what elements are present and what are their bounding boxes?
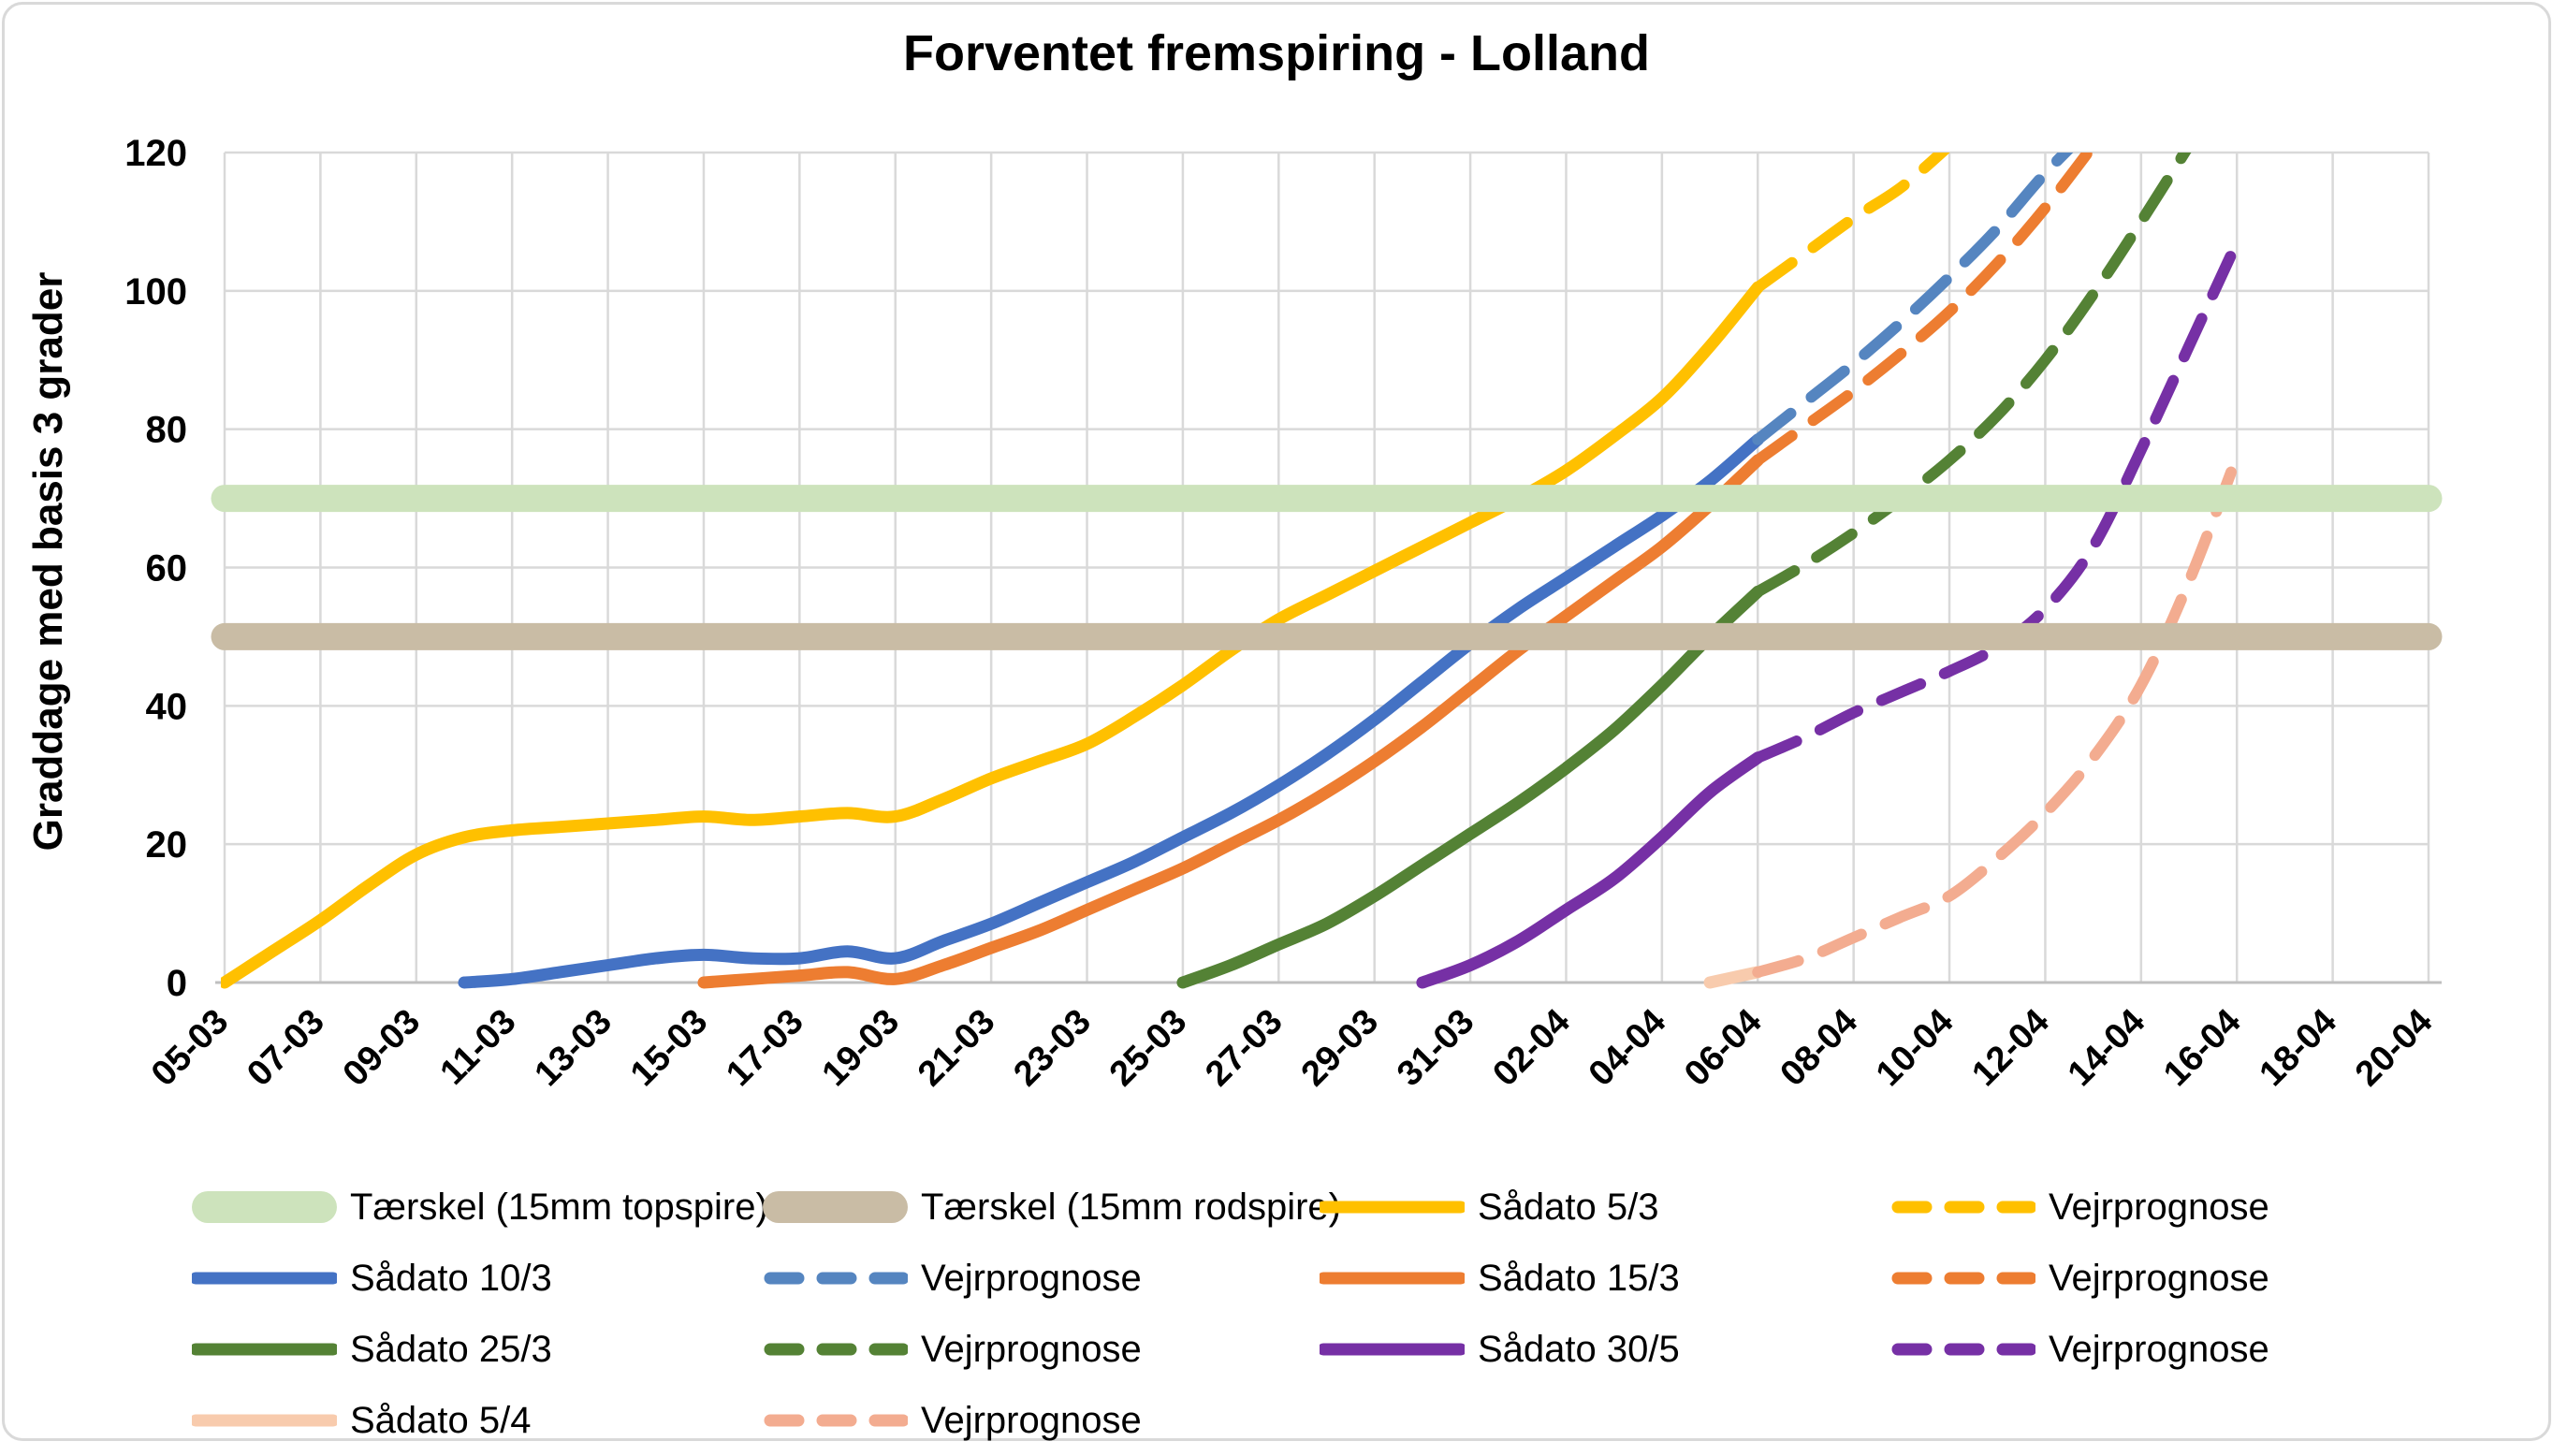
legend-swatch-dashed <box>764 1414 908 1427</box>
legend-item-s-dato-5-4-12: Sådato 5/4 <box>192 1400 763 1442</box>
x-tick-label: 09-03 <box>336 1002 428 1094</box>
legend-swatch-dashed <box>1891 1201 2035 1214</box>
legend-item-vejrprognose-3: Vejrprognose <box>1890 1187 2269 1229</box>
x-tick-label: 04-04 <box>1582 1002 1673 1094</box>
y-tick-labels: 0 20 40 60 80 100 120 <box>124 133 187 1004</box>
legend-label: Sådato 5/3 <box>1478 1186 1659 1228</box>
legend-swatch-band <box>763 1191 908 1223</box>
x-tick-label: 06-04 <box>1677 1002 1769 1094</box>
series-forecast-5-vejrprognose <box>1752 153 2074 445</box>
legend-label: Vejrprognose <box>2049 1257 2269 1299</box>
y-tick-label: 0 <box>167 963 187 1004</box>
legend-label: Sådato 10/3 <box>350 1257 552 1299</box>
legend-swatch-dashed <box>764 1272 908 1285</box>
x-tick-label: 02-04 <box>1485 1002 1577 1094</box>
legend-item-t-rskel-15mm-rodspire-1: Tærskel (15mm rodspire) <box>763 1187 1341 1229</box>
legend-label: Sådato 30/5 <box>1478 1328 1680 1370</box>
legend-swatch-solid <box>192 1343 337 1356</box>
series-forecast-7-vejrprognose <box>1752 153 2095 466</box>
legend-label: Vejrprognose <box>921 1328 1142 1370</box>
legend-swatch-band <box>192 1191 337 1223</box>
x-tick-label: 25-03 <box>1102 1002 1194 1094</box>
legend-label: Vejrprognose <box>921 1399 1142 1441</box>
series-group <box>221 153 2243 989</box>
x-tick-label: 17-03 <box>719 1002 810 1094</box>
series-forecast-13-vejrprognose <box>1752 451 2243 978</box>
series-line-12-s-dato-5-4 <box>1703 966 1764 989</box>
legend-label: Tærskel (15mm rodspire) <box>921 1186 1341 1228</box>
legend-item-s-dato-10-3-4: Sådato 10/3 <box>192 1258 763 1300</box>
legend-item-s-dato-5-3-2: Sådato 5/3 <box>1320 1187 1890 1229</box>
legend-label: Sådato 15/3 <box>1478 1257 1680 1299</box>
x-tick-label: 11-03 <box>433 1002 524 1093</box>
legend-item-vejrprognose-11: Vejrprognose <box>1890 1329 2269 1371</box>
chart-title: Forventet fremspiring - Lolland <box>902 25 1651 81</box>
x-tick-label: 23-03 <box>1006 1002 1098 1094</box>
legend-item-vejrprognose-13: Vejrprognose <box>763 1400 1320 1442</box>
legend-label: Vejrprognose <box>2049 1186 2269 1228</box>
legend-item-vejrprognose-5: Vejrprognose <box>763 1258 1320 1300</box>
x-tick-label: 14-04 <box>2061 1002 2152 1094</box>
legend-label: Vejrprognose <box>921 1257 1142 1299</box>
y-tick-label: 20 <box>146 824 188 866</box>
legend-label: Sådato 25/3 <box>350 1328 552 1370</box>
x-tick-label: 21-03 <box>911 1002 1002 1094</box>
series-line-6-s-dato-15-3 <box>697 454 1764 989</box>
x-tick-label: 18-04 <box>2253 1002 2344 1094</box>
x-tick-label: 13-03 <box>527 1002 619 1094</box>
gridlines <box>223 151 2430 983</box>
x-tick-label: 27-03 <box>1198 1002 1290 1094</box>
x-tick-labels: 05-03 07-03 09-03 11-03 13-03 15-03 17-03 19-03… <box>144 1002 2440 1094</box>
legend-swatch-solid <box>1320 1272 1465 1285</box>
y-tick-label: 40 <box>146 686 188 727</box>
legend-item-vejrprognose-9: Vejrprognose <box>763 1329 1320 1371</box>
legend-item-vejrprognose-7: Vejrprognose <box>1890 1258 2269 1300</box>
x-tick-label: 08-04 <box>1773 1002 1865 1094</box>
x-tick-label: 12-04 <box>1964 1002 2056 1094</box>
series-forecast-3-vejrprognose <box>1752 153 1950 294</box>
y-tick-label: 60 <box>146 548 188 590</box>
legend-label: Tærskel (15mm topspire) <box>350 1186 768 1228</box>
legend: Tærskel (15mm topspire) Tærskel (15mm rod… <box>192 1172 2269 1456</box>
legend-swatch-dashed <box>764 1343 908 1356</box>
legend-swatch-dashed <box>1891 1343 2035 1356</box>
series-line-4-s-dato-10-3 <box>458 433 1764 989</box>
series-forecast-9-vejrprognose <box>1752 153 2192 598</box>
series-line-8-s-dato-25-3 <box>1176 585 1764 989</box>
y-tick-label: 100 <box>124 271 187 313</box>
y-tick-label: 80 <box>146 410 188 451</box>
legend-label: Vejrprognose <box>2049 1328 2269 1370</box>
x-tick-label: 05-03 <box>144 1002 236 1094</box>
legend-item-s-dato-25-3-8: Sådato 25/3 <box>192 1329 763 1371</box>
x-tick-label: 07-03 <box>240 1002 331 1094</box>
x-tick-label: 31-03 <box>1390 1002 1481 1094</box>
y-tick-label: 120 <box>124 133 187 174</box>
legend-swatch-solid <box>192 1414 337 1427</box>
x-tick-label: 20-04 <box>2348 1002 2440 1094</box>
legend-swatch-solid <box>1320 1201 1465 1214</box>
legend-item-s-dato-30-5-10: Sådato 30/5 <box>1320 1329 1890 1371</box>
legend-swatch-solid <box>1320 1343 1465 1356</box>
legend-swatch-dashed <box>1891 1272 2035 1285</box>
legend-item-t-rskel-15mm-topspire-0: Tærskel (15mm topspire) <box>192 1187 768 1229</box>
x-tick-label: 29-03 <box>1294 1002 1386 1094</box>
series-line-10-s-dato-30-5 <box>1416 751 1764 989</box>
legend-label: Sådato 5/4 <box>350 1399 532 1441</box>
x-tick-label: 19-03 <box>815 1002 907 1094</box>
x-tick-label: 15-03 <box>623 1002 715 1094</box>
legend-swatch-solid <box>192 1272 337 1285</box>
x-tick-label: 16-04 <box>2156 1002 2248 1094</box>
legend-item-s-dato-15-3-6: Sådato 15/3 <box>1320 1258 1890 1300</box>
x-tick-label: 10-04 <box>1869 1002 1961 1094</box>
